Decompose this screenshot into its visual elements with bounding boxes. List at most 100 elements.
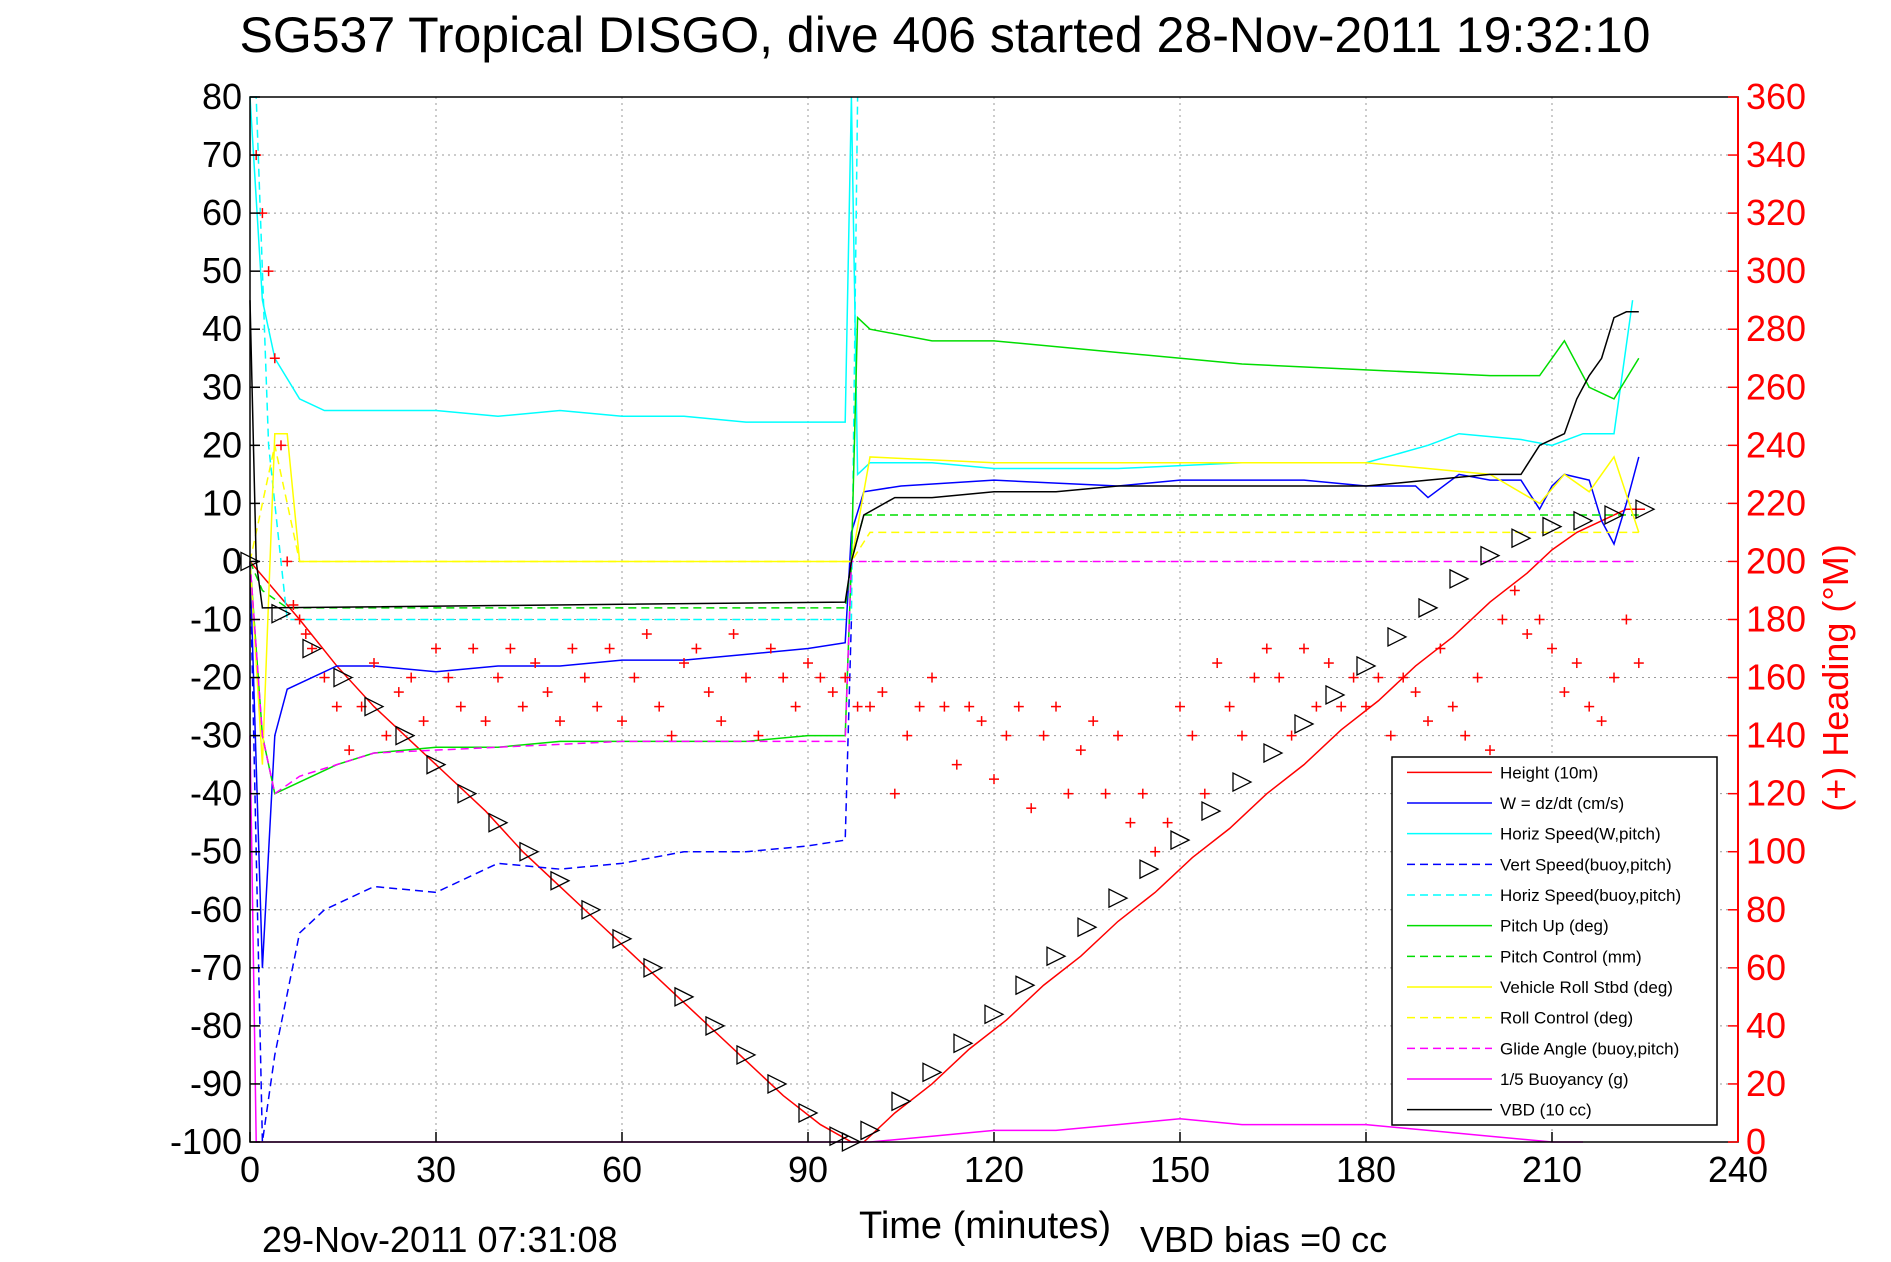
position-marker (1356, 655, 1377, 676)
heading-point (753, 730, 764, 741)
heading-point (530, 658, 541, 669)
heading-point (1522, 629, 1533, 640)
x-tick-label: 0 (240, 1149, 260, 1190)
heading-point (939, 701, 950, 712)
y2-tick-label: 80 (1746, 889, 1786, 930)
x-tick-label: 30 (416, 1149, 456, 1190)
heading-point (555, 716, 565, 727)
heading-point (1199, 788, 1210, 799)
position-marker (271, 603, 292, 624)
legend-entry-2: Horiz Speed(W,pitch) (1500, 825, 1661, 844)
y-tick-label: -70 (190, 947, 242, 988)
heading-point (877, 687, 888, 698)
heading-point (1063, 788, 1074, 799)
heading-point (679, 658, 689, 669)
y2-tick-label: 340 (1746, 134, 1806, 175)
y2-axis-label: (+) Heading (°M) (1815, 544, 1856, 811)
footer-vbd-bias: VBD bias =0 cc (1140, 1219, 1387, 1260)
heading-point (1299, 643, 1309, 654)
heading-point (666, 730, 677, 741)
series-line-0 (249, 508, 1645, 1143)
heading-markers (251, 150, 1644, 857)
position-marker (1573, 510, 1594, 531)
heading-point (1100, 788, 1111, 799)
position-marker (674, 986, 695, 1007)
heading-point (1249, 672, 1260, 683)
position-marker (364, 696, 385, 717)
y-tick-label: 50 (202, 250, 242, 291)
heading-point (1088, 716, 1099, 727)
heading-point (381, 730, 392, 741)
heading-point (1051, 701, 1061, 712)
heading-point (790, 701, 801, 712)
heading-point (344, 745, 355, 756)
y2-tick-label: 40 (1746, 1005, 1786, 1046)
legend-entry-11: VBD (10 cc) (1500, 1101, 1592, 1120)
x-axis-label: Time (minutes) (859, 1205, 1111, 1247)
position-marker (581, 899, 602, 920)
heading-point (914, 701, 925, 712)
heading-point (1013, 701, 1024, 712)
heading-point (1261, 643, 1272, 654)
y-tick-label: -50 (190, 831, 242, 872)
position-marker (550, 870, 571, 891)
series-line-8 (249, 445, 1639, 563)
heading-point (1423, 716, 1433, 727)
y2-tick-label: 0 (1746, 1121, 1766, 1162)
heading-point (654, 701, 665, 712)
heading-point (1187, 730, 1198, 741)
y2-tick-label: 100 (1746, 831, 1806, 872)
x-tick-label: 120 (964, 1149, 1024, 1190)
series-line-11 (249, 300, 1639, 609)
heading-point (976, 716, 987, 727)
position-marker (612, 928, 633, 949)
y-tick-label: -10 (190, 599, 242, 640)
y-tick-label: -30 (190, 715, 242, 756)
legend-box (1391, 756, 1718, 1126)
heading-point (1559, 687, 1570, 698)
y-tick-label: 80 (202, 76, 242, 117)
legend-entry-5: Pitch Up (deg) (1500, 917, 1609, 936)
position-marker (1046, 946, 1067, 967)
position-marker (302, 638, 323, 659)
y-axis-right: 0 20 40 60 80 100 120 140 160 180 200 220 240 260 280 3… (1728, 76, 1806, 1162)
y-tick-label: 30 (202, 366, 242, 407)
legend-entry-1: W = dz/dt (cm/s) (1500, 794, 1624, 813)
y2-tick-label: 360 (1746, 76, 1806, 117)
heading-point (1547, 643, 1557, 654)
heading-point (1398, 672, 1409, 683)
heading-point (1237, 730, 1247, 741)
heading-point (852, 701, 863, 712)
y-tick-label: -100 (170, 1121, 242, 1162)
position-marker (395, 725, 416, 746)
position-marker (333, 667, 354, 688)
legend-entry-0: Height (10m) (1500, 763, 1598, 782)
x-tick-label: 240 (1708, 1149, 1768, 1190)
y2-tick-label: 220 (1746, 482, 1806, 523)
x-axis: 0 30 60 90 120 150 180 210 240 (240, 1132, 1768, 1190)
position-marker (1542, 516, 1563, 537)
series-line-5 (249, 315, 1640, 795)
heading-point (1571, 658, 1582, 669)
position-marker (1387, 626, 1408, 647)
heading-point (1584, 701, 1595, 712)
series-lines (249, 96, 1645, 1143)
heading-point (263, 266, 274, 277)
heading-point (1113, 730, 1123, 741)
heading-point (493, 672, 503, 683)
heading-point (592, 701, 603, 712)
x-tick-label: 150 (1150, 1149, 1210, 1190)
heading-point (1373, 672, 1384, 683)
heading-point (431, 643, 441, 654)
heading-point (803, 658, 813, 669)
heading-point (604, 643, 615, 654)
heading-point (1497, 614, 1508, 625)
position-marker (860, 1120, 881, 1141)
legend-entry-9: Glide Angle (buoy,pitch) (1500, 1039, 1679, 1058)
y2-tick-label: 140 (1746, 715, 1806, 756)
position-marker (1108, 888, 1129, 909)
position-marker (1294, 713, 1315, 735)
heading-point (1224, 701, 1235, 712)
heading-point (1534, 614, 1545, 625)
